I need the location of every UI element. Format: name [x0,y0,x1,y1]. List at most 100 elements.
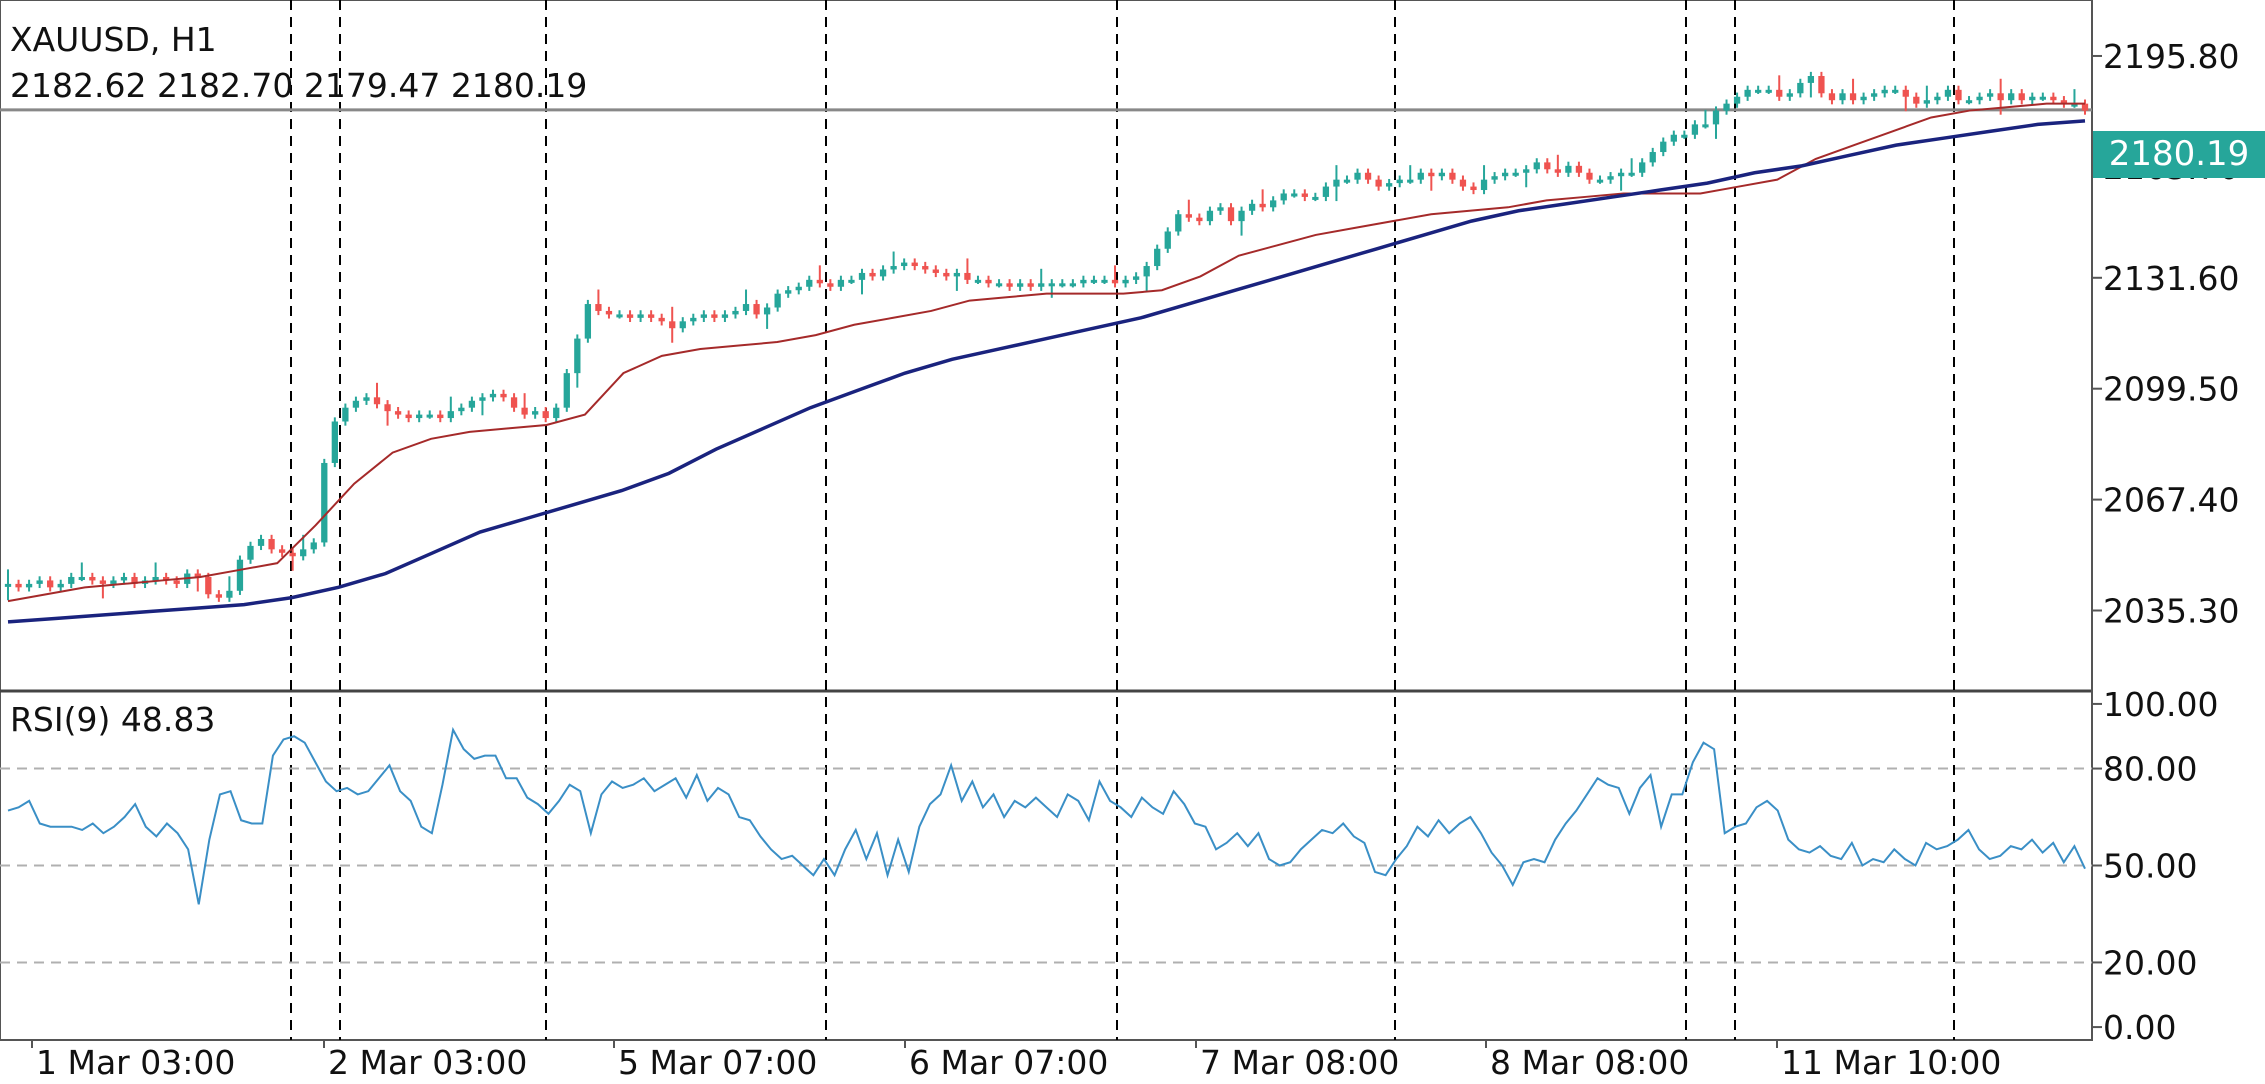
candle-body[interactable] [553,407,560,419]
candle-body[interactable] [1649,152,1656,163]
candle-body[interactable] [1765,89,1772,93]
candle-body[interactable] [763,307,771,315]
candle-body[interactable] [1660,141,1667,153]
candle-body[interactable] [479,397,486,401]
candle-body[interactable] [953,272,961,277]
candle-body[interactable] [2039,96,2046,100]
candle-body[interactable] [1617,172,1625,177]
candle-body[interactable] [1132,276,1140,280]
candle-body[interactable] [964,272,971,280]
candle-body[interactable] [1164,231,1171,249]
price-axis[interactable]: 2195.802163.702131.602099.502067.402035.… [2092,37,2239,631]
candle-body[interactable] [1101,279,1108,283]
candle-body[interactable] [510,397,518,408]
candle-body[interactable] [616,314,623,318]
candle-body[interactable] [1206,210,1214,222]
fast-moving-average-line[interactable] [7,102,2085,603]
candle-body[interactable] [1470,186,1477,191]
candle-body[interactable] [2029,96,2036,101]
candle-body[interactable] [1965,100,1973,104]
candle-body[interactable] [1702,124,1709,128]
candle-body[interactable] [1301,193,1308,197]
candle-body[interactable] [120,576,128,581]
candle-body[interactable] [163,576,170,581]
candle-body[interactable] [78,576,85,580]
candle-body[interactable] [1396,179,1403,184]
candle-body[interactable] [342,407,349,422]
candle-body[interactable] [753,304,760,315]
candle-body[interactable] [1449,172,1456,180]
candle-body[interactable] [1386,183,1393,187]
candle-body[interactable] [1006,283,1013,287]
candle-body[interactable] [1069,283,1077,287]
candle-body[interactable] [68,576,75,584]
candle-body[interactable] [1955,89,1962,101]
candle-body[interactable] [500,393,507,398]
candle-body[interactable] [1849,93,1857,101]
candle-body[interactable] [700,314,707,318]
candle-body[interactable] [57,583,64,588]
candle-body[interactable] [1786,93,1793,97]
candle-body[interactable] [173,580,180,584]
candle-body[interactable] [4,583,12,587]
candle-body[interactable] [995,283,1003,287]
candle-body[interactable] [869,272,876,277]
candle-body[interactable] [1944,89,1952,97]
candle-body[interactable] [1459,179,1467,187]
candle-body[interactable] [1354,172,1361,180]
candle-body[interactable] [785,290,792,294]
candle-body[interactable] [1322,186,1330,197]
candle-body[interactable] [1565,165,1572,173]
candle-body[interactable] [911,262,918,267]
candle-body[interactable] [1016,283,1024,287]
candle-body[interactable] [131,576,138,584]
candle-body[interactable] [1586,172,1593,180]
candle-body[interactable] [1248,203,1256,211]
candle-body[interactable] [1059,283,1066,287]
candle-body[interactable] [1227,207,1235,222]
candle-body[interactable] [626,314,634,318]
candle-body[interactable] [1027,283,1034,287]
candle-body[interactable] [2060,100,2068,104]
candle-body[interactable] [257,538,265,546]
candle-body[interactable] [1828,93,1836,101]
candle-body[interactable] [901,262,908,267]
candle-body[interactable] [637,314,644,318]
candle-body[interactable] [1913,96,1920,104]
candle-body[interactable] [521,407,528,415]
candle-body[interactable] [2008,93,2015,101]
candle-body[interactable] [1681,134,1688,138]
candle-body[interactable] [669,321,676,329]
candle-body[interactable] [1744,89,1751,97]
candle-body[interactable] [563,373,570,408]
candle-body[interactable] [1723,103,1730,111]
candle-body[interactable] [1185,214,1192,218]
candle-body[interactable] [1364,172,1372,180]
candle-body[interactable] [1333,179,1340,187]
candle-body[interactable] [1259,203,1266,208]
candle-body[interactable] [384,404,391,412]
candle-body[interactable] [1238,210,1245,222]
candle-body[interactable] [47,580,54,588]
candle-body[interactable] [1533,162,1540,170]
candle-body[interactable] [394,411,402,415]
candle-body[interactable] [1818,76,1825,94]
candle-body[interactable] [300,549,307,557]
candle-body[interactable] [1154,248,1161,267]
candle-body[interactable] [373,397,381,405]
candle-body[interactable] [816,279,823,284]
candle-body[interactable] [605,310,613,315]
candle-body[interactable] [289,552,296,557]
candle-body[interactable] [943,272,950,277]
candle-body[interactable] [1870,93,1878,97]
candle-body[interactable] [532,411,539,415]
candle-body[interactable] [1596,179,1604,183]
candle-body[interactable] [1407,179,1414,183]
candle-body[interactable] [1923,100,1930,104]
candle-body[interactable] [89,576,96,581]
candle-body[interactable] [1839,93,1846,101]
candle-body[interactable] [1280,193,1287,201]
candle-body[interactable] [405,414,412,419]
candle-body[interactable] [1523,169,1530,173]
candle-body[interactable] [437,414,444,419]
